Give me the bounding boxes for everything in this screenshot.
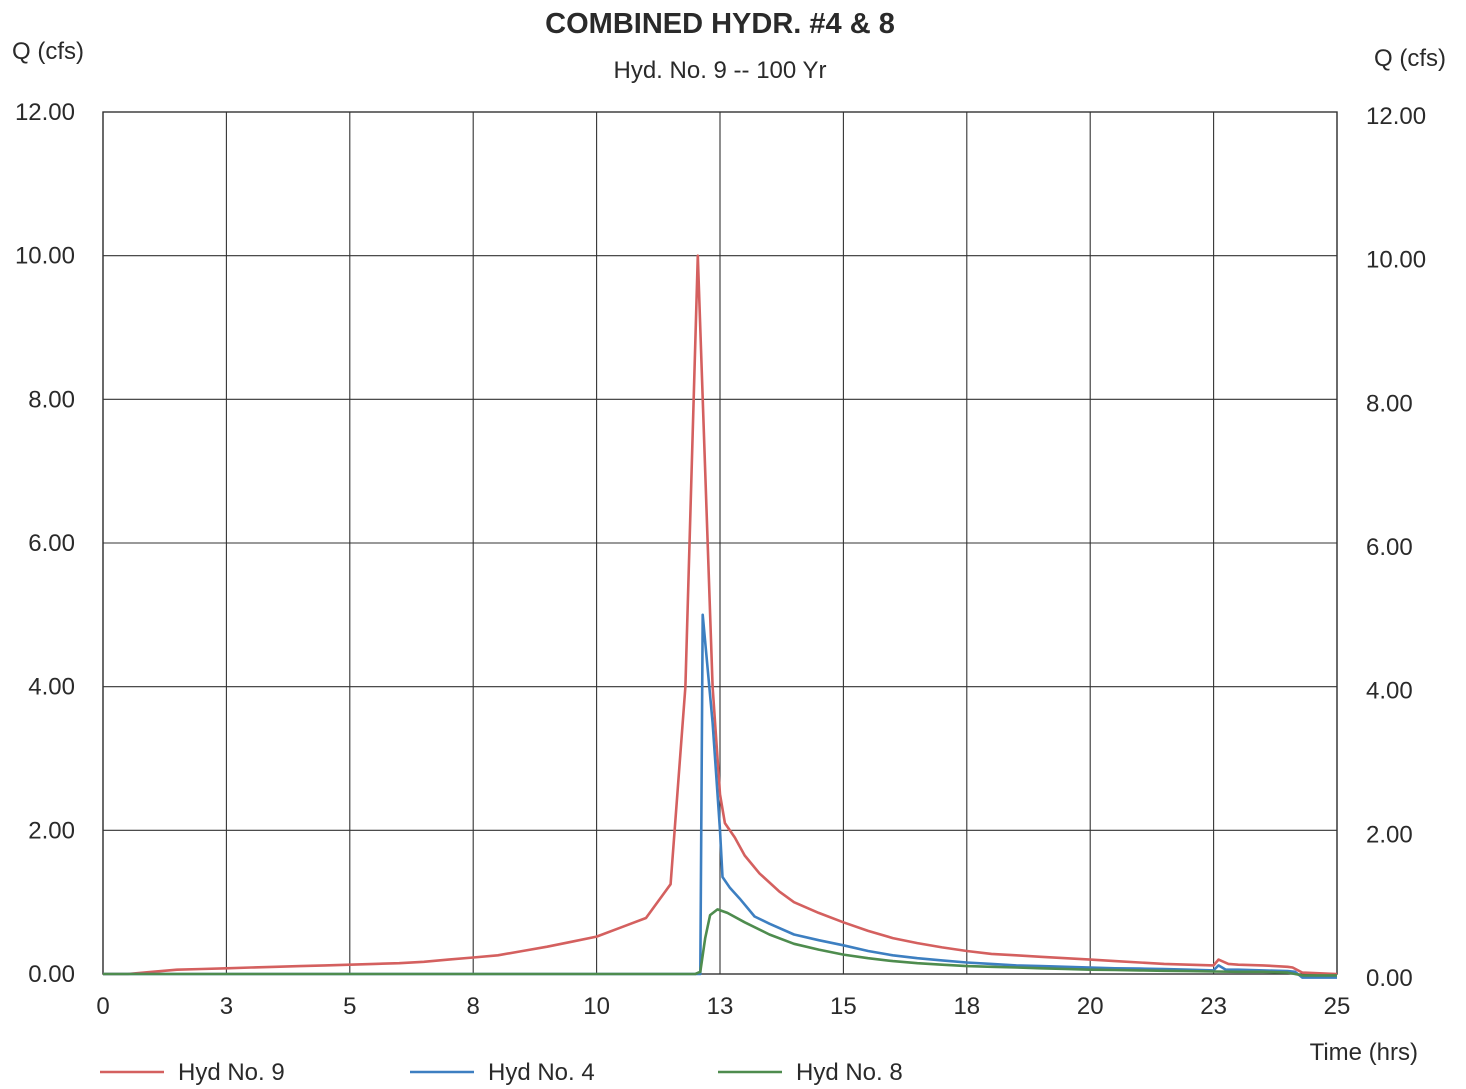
x-tick-label-8: 20 (1077, 993, 1104, 1020)
x-tick-label-10: 25 (1324, 993, 1351, 1020)
legend-label-0: Hyd No. 9 (178, 1059, 285, 1086)
x-tick-label-7: 18 (953, 993, 980, 1020)
y-tick-left-label-1: 2.00 (28, 817, 75, 844)
series-lines (103, 254, 1338, 979)
series-line-hyd-no-4 (103, 613, 1337, 979)
y-tick-left-label-2: 4.00 (28, 674, 75, 701)
y-axis-label-left: Q (cfs) (12, 38, 84, 65)
y-ticks-left: 0.00 2.00 4.00 6.00 8.00 10.00 12.00 (15, 99, 75, 988)
chart-title: COMBINED HYDR. #4 & 8 (545, 8, 895, 40)
y-tick-right-label-3: 6.00 (1366, 534, 1413, 561)
legend-label-1: Hyd No. 4 (488, 1059, 595, 1086)
x-tick-label-9: 23 (1200, 993, 1227, 1020)
series-line-hyd-no-9 (103, 254, 1338, 976)
x-tick-label-3: 8 (467, 993, 480, 1020)
x-tick-label-6: 15 (830, 993, 857, 1020)
x-ticks: 0 3 5 8 10 13 15 18 20 23 25 (96, 993, 1350, 1020)
x-tick-label-0: 0 (96, 993, 109, 1020)
series-line-hyd-no-8 (103, 908, 1337, 977)
y-tick-right-label-6: 12.00 (1366, 103, 1426, 130)
y-tick-right-label-0: 0.00 (1366, 965, 1413, 992)
legend-label-2: Hyd No. 8 (796, 1059, 903, 1086)
y-tick-left-label-5: 10.00 (15, 243, 75, 270)
x-tick-label-5: 13 (707, 993, 734, 1020)
y-tick-right-label-4: 8.00 (1366, 390, 1413, 417)
y-tick-right-label-2: 4.00 (1366, 678, 1413, 705)
x-axis-label: Time (hrs) (1310, 1039, 1418, 1066)
y-tick-right-label-5: 10.00 (1366, 247, 1426, 274)
x-tick-label-1: 3 (220, 993, 233, 1020)
x-tick-label-2: 5 (343, 993, 356, 1020)
y-tick-right-label-1: 2.00 (1366, 821, 1413, 848)
y-ticks-right: 0.00 2.00 4.00 6.00 8.00 10.00 12.00 (1366, 103, 1426, 992)
y-tick-left-label-0: 0.00 (28, 961, 75, 988)
chart-subtitle: Hyd. No. 9 -- 100 Yr (614, 57, 827, 84)
y-tick-left-label-4: 8.00 (28, 386, 75, 413)
legend: Hyd No. 9 Hyd No. 4 Hyd No. 8 (100, 1059, 903, 1086)
x-tick-label-4: 10 (583, 993, 610, 1020)
y-tick-left-label-3: 6.00 (28, 530, 75, 557)
y-axis-label-right: Q (cfs) (1374, 45, 1446, 72)
y-tick-left-label-6: 12.00 (15, 99, 75, 126)
